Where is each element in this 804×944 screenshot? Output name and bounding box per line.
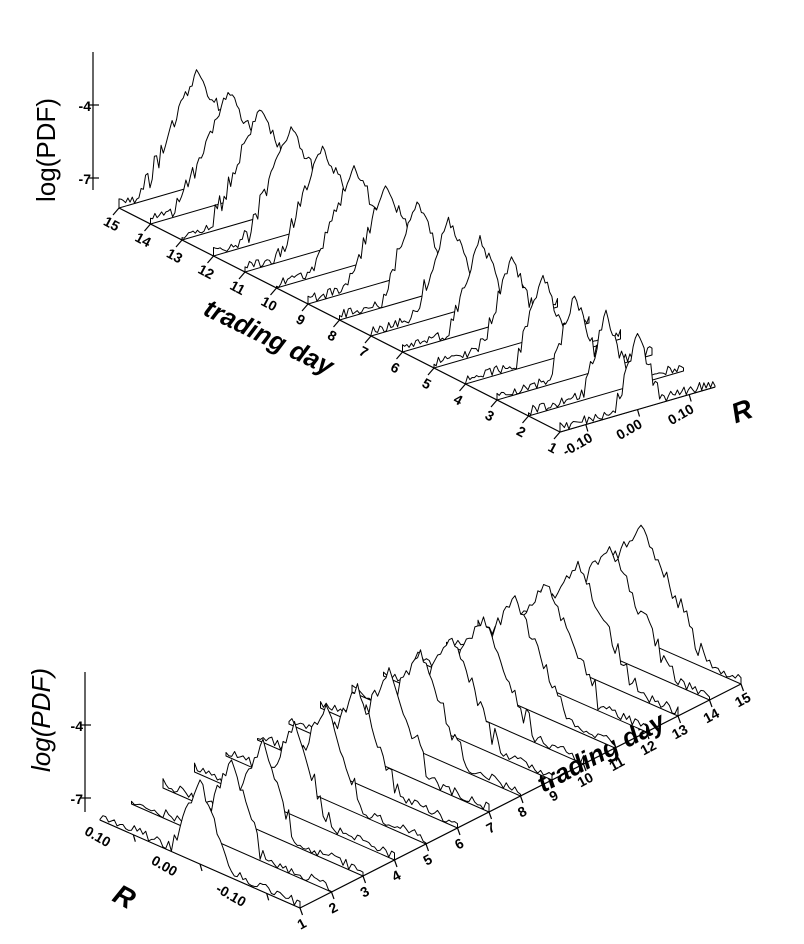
logpdf-tick-label: -4 xyxy=(71,718,84,734)
r-tick-label: -0.10 xyxy=(560,429,596,459)
day-tick-label: 2 xyxy=(514,423,529,441)
day-tick-label: 9 xyxy=(294,311,309,329)
day-tick-mark xyxy=(330,891,335,900)
day-tick-mark xyxy=(396,351,403,360)
logpdf-axis-title: log(PDF) xyxy=(31,98,61,202)
day-tick-mark xyxy=(708,699,713,708)
day-tick-mark xyxy=(207,255,214,264)
day-tick-mark xyxy=(238,271,246,280)
r-tick-mark xyxy=(266,893,270,901)
day-tick-label: 14 xyxy=(133,229,154,251)
logpdf-tick-label: -7 xyxy=(79,171,92,187)
day-tick-label: 12 xyxy=(196,261,217,283)
day-tick-label: 11 xyxy=(606,753,627,774)
r-tick-mark xyxy=(199,863,203,872)
pdf-curve-day-2 xyxy=(131,759,332,893)
day-tick-mark xyxy=(522,415,529,424)
r-tick-mark xyxy=(132,834,136,842)
r-tick-label: 0.10 xyxy=(665,400,697,428)
day-tick-label: 13 xyxy=(164,245,185,267)
day-tick-label: 7 xyxy=(483,819,498,837)
day-tick-mark xyxy=(144,223,151,232)
day-tick-label: 11 xyxy=(227,277,248,298)
day-tick-label: 15 xyxy=(101,213,122,235)
day-tick-mark xyxy=(301,303,309,312)
r-tick-label: 0.10 xyxy=(82,823,114,851)
pdf-curve-day-3 xyxy=(162,738,364,877)
day-tick-label: 5 xyxy=(420,851,435,869)
pdf-curve-day-2 xyxy=(528,309,684,417)
day-tick-label: 4 xyxy=(389,867,404,885)
logpdf-tick-label: -4 xyxy=(79,98,92,114)
day-tick-label: 8 xyxy=(325,327,340,345)
day-tick-label: 8 xyxy=(515,803,530,821)
day-tick-mark xyxy=(393,859,398,868)
day-tick-label: 10 xyxy=(575,769,596,791)
day-tick-mark xyxy=(364,335,372,344)
pdf-curve-day-1 xyxy=(559,333,716,433)
r-axis-title: R xyxy=(727,393,757,429)
pdf-curve-day-3 xyxy=(496,295,653,401)
r-tick-label: 0.00 xyxy=(613,415,645,443)
day-tick-mark xyxy=(582,763,587,772)
day-tick-label: 12 xyxy=(638,737,659,759)
day-tick-mark xyxy=(425,843,430,852)
day-tick-mark xyxy=(740,683,745,692)
day-tick-label: 5 xyxy=(420,375,435,393)
day-tick-label: 13 xyxy=(669,721,690,743)
day-tick-label: 6 xyxy=(388,359,403,377)
day-tick-label: 4 xyxy=(451,391,466,409)
logpdf-axis-title: log(PDF) xyxy=(26,668,56,772)
r-tick-mark xyxy=(688,394,692,402)
day-tick-mark xyxy=(427,367,435,376)
day-tick-label: 15 xyxy=(732,689,753,711)
r-tick-label: 0.00 xyxy=(149,852,181,880)
day-tick-label: 3 xyxy=(483,407,498,425)
day-tick-mark xyxy=(614,747,619,756)
day-tick-mark xyxy=(362,875,367,884)
day-tick-label: 2 xyxy=(326,899,341,917)
day-tick-mark xyxy=(490,399,498,408)
day-tick-label: 10 xyxy=(259,293,280,315)
day-tick-mark xyxy=(456,827,461,836)
day-tick-mark xyxy=(459,383,466,392)
day-tick-mark xyxy=(270,287,277,296)
day-tick-mark xyxy=(299,907,304,916)
logpdf-tick-label: -7 xyxy=(71,791,84,807)
waterfall-panel-bottom: -4-7log(PDF)1234567891011121314150.100.0… xyxy=(26,524,753,933)
waterfall-panel-top: -4-7log(PDF)1234567891011121314150.100.0… xyxy=(31,52,757,459)
day-tick-label: 1 xyxy=(546,439,561,457)
day-tick-mark xyxy=(333,319,340,328)
day-tick-label: 6 xyxy=(452,835,467,853)
r-tick-label: -0.10 xyxy=(213,880,249,910)
day-tick-label: 14 xyxy=(701,705,722,727)
pdf-curve-day-1 xyxy=(99,779,301,909)
day-tick-label: 1 xyxy=(294,915,309,933)
day-tick-mark xyxy=(488,811,493,820)
r-tick-mark xyxy=(636,409,641,417)
day-tick-mark xyxy=(112,207,120,216)
r-tick-mark xyxy=(585,424,589,432)
day-tick-mark xyxy=(645,731,650,740)
day-tick-mark xyxy=(519,795,524,804)
day-tick-mark xyxy=(677,715,682,724)
day-tick-label: 3 xyxy=(357,883,372,901)
day-tick-mark xyxy=(551,779,556,788)
day-tick-label: 7 xyxy=(357,343,372,361)
r-axis-title: R xyxy=(108,878,141,915)
day-tick-mark xyxy=(175,239,183,248)
day-tick-mark xyxy=(553,431,561,440)
